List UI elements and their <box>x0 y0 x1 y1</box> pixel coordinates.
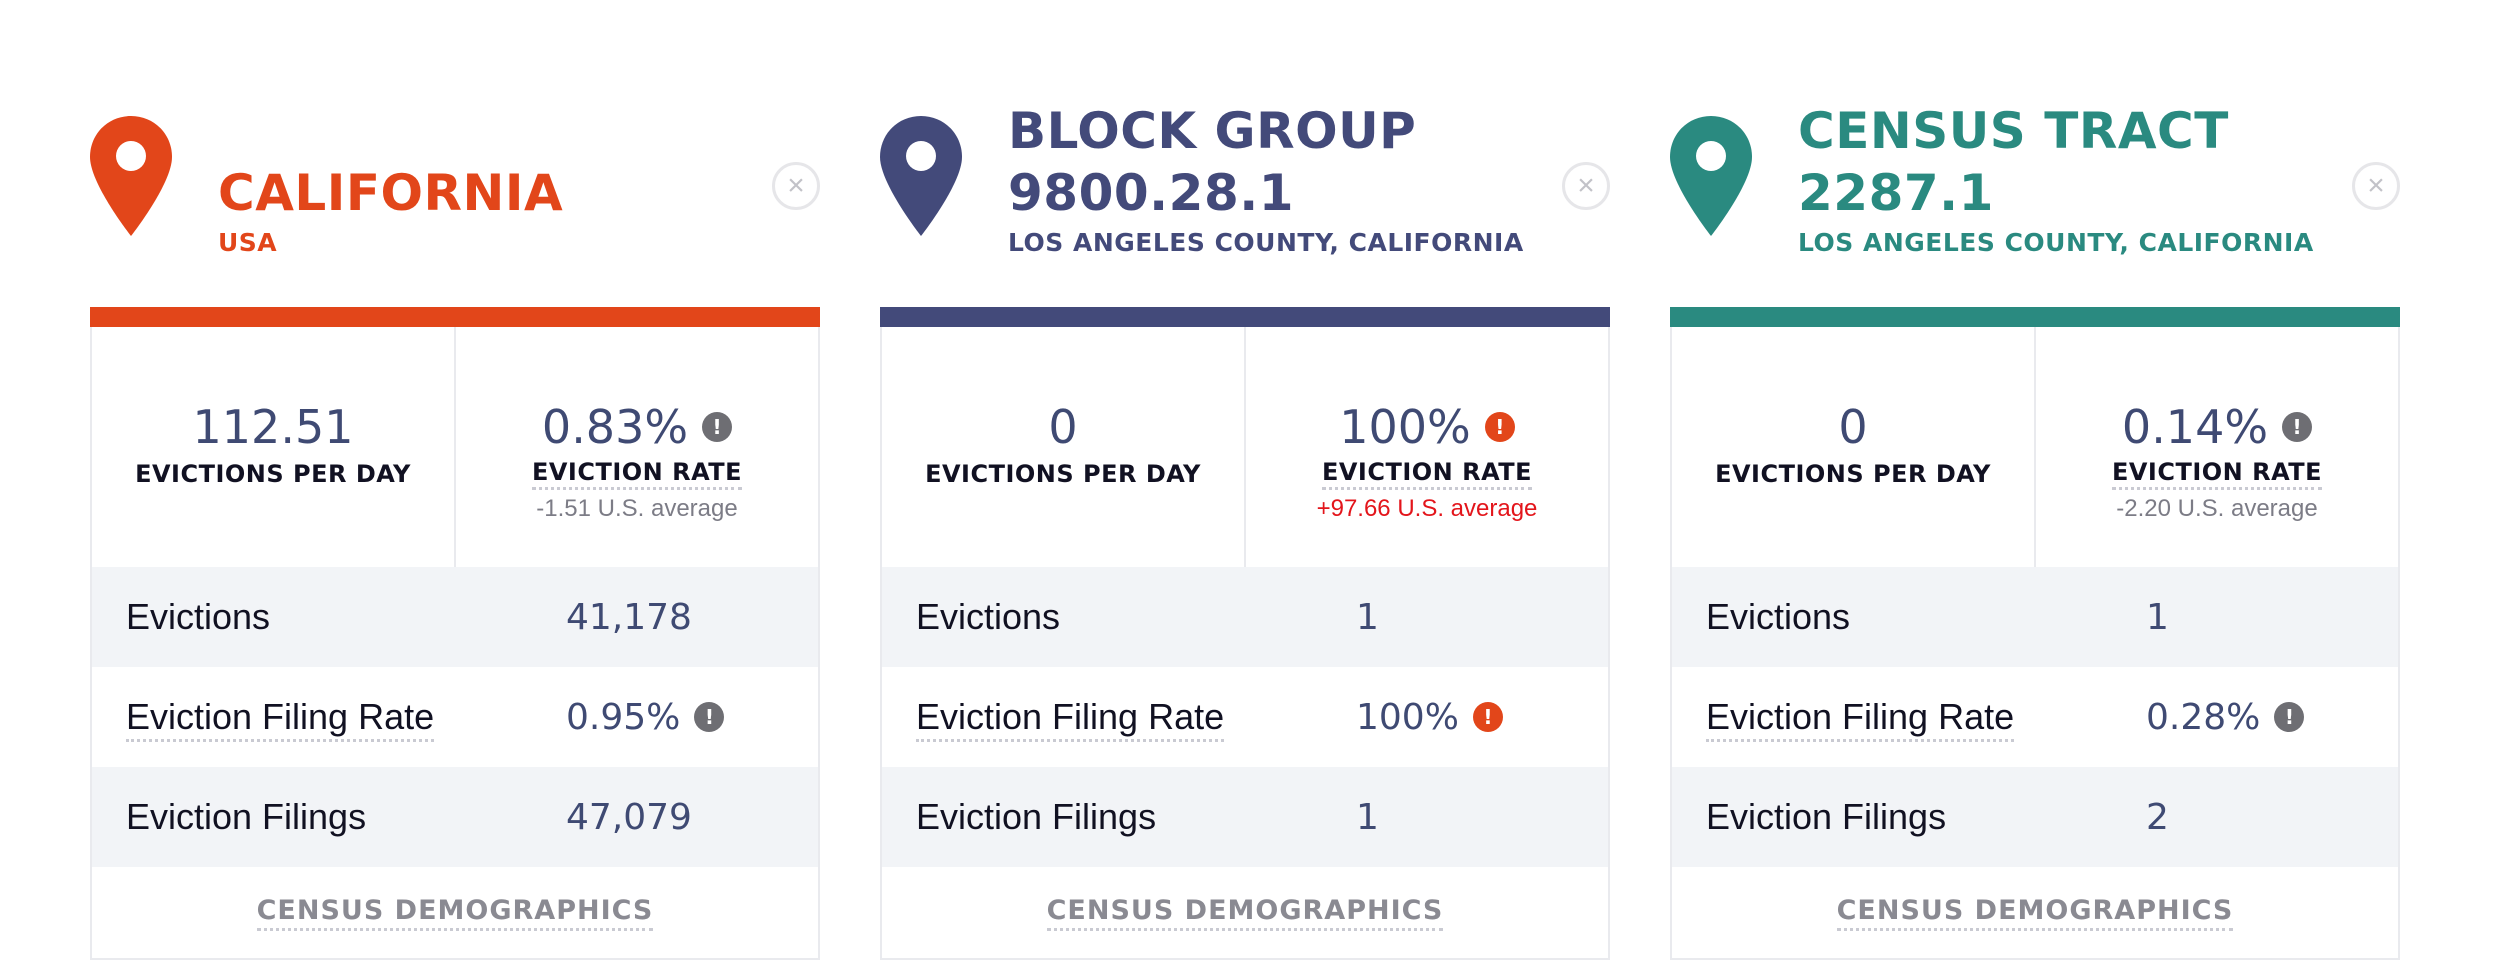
row-value: 0.95% ! <box>566 697 725 738</box>
card-title-line-1: CENSUS TRACT <box>1798 102 2229 160</box>
card-title-block: CENSUS TRACT 2287.1 LOS ANGELES COUNTY, … <box>1798 100 2320 260</box>
card-header: BLOCK GROUP 9800.28.1 LOS ANGELES COUNTY… <box>880 100 1610 310</box>
row-label[interactable]: Eviction Filing Rate <box>916 696 1356 742</box>
stat-value: 0.14% ! <box>2122 399 2313 455</box>
location-card-block-group: BLOCK GROUP 9800.28.1 LOS ANGELES COUNTY… <box>880 100 1610 960</box>
warning-alert-icon[interactable]: ! <box>1472 702 1503 732</box>
summary-stats: 0 EVICTIONS PER DAY 100% ! EVICTION RATE… <box>882 327 1608 567</box>
card-title: CALIFORNIA <box>218 164 564 222</box>
evictions-per-day-stat: 0 EVICTIONS PER DAY <box>882 327 1244 567</box>
card-title-line-2: 2287.1 <box>1798 164 1994 222</box>
census-demographics-link[interactable]: CENSUS DEMOGRAPHICS <box>1836 895 2234 931</box>
row-value: 47,079 <box>566 796 692 838</box>
stat-label[interactable]: EVICTION RATE <box>1321 457 1533 490</box>
detail-rows: Evictions 1 Eviction Filing Rate 0.28% !… <box>1672 567 2398 867</box>
accent-bar <box>880 307 1610 327</box>
eviction-rate-stat: 0.83% ! EVICTION RATE -1.51 U.S. average <box>454 327 818 567</box>
row-value: 2 <box>2146 796 2169 838</box>
table-row: Evictions 1 <box>882 567 1608 667</box>
stat-value: 0 <box>1838 400 1868 454</box>
row-label: Eviction Filings <box>126 796 367 837</box>
close-button[interactable]: × <box>1562 162 1610 210</box>
row-label: Evictions <box>1706 596 1851 637</box>
demographics-section: CENSUS DEMOGRAPHICS <box>1672 867 2398 958</box>
row-value: 41,178 <box>566 596 692 638</box>
eviction-rate-stat: 0.14% ! EVICTION RATE -2.20 U.S. average <box>2034 327 2398 567</box>
table-row: Eviction Filing Rate 0.28% ! <box>1672 667 2398 767</box>
stats-panel: 0 EVICTIONS PER DAY 0.14% ! EVICTION RAT… <box>1670 327 2400 960</box>
stats-panel: 112.51 EVICTIONS PER DAY 0.83% ! EVICTIO… <box>90 327 820 960</box>
row-label: Eviction Filings <box>916 796 1157 837</box>
stat-label[interactable]: EVICTION RATE <box>531 457 743 490</box>
card-subtitle: USA <box>218 228 278 257</box>
info-alert-icon[interactable]: ! <box>694 702 725 732</box>
stat-label[interactable]: EVICTION RATE <box>2111 457 2323 490</box>
map-pin-icon <box>90 116 172 236</box>
accent-bar <box>90 307 820 327</box>
card-title-line-2: 9800.28.1 <box>1008 164 1295 222</box>
row-label: Eviction Filings <box>1706 796 1947 837</box>
census-demographics-link[interactable]: CENSUS DEMOGRAPHICS <box>1046 895 1444 931</box>
table-row: Eviction Filing Rate 0.95% ! <box>92 667 818 767</box>
warning-alert-icon[interactable]: ! <box>1484 412 1515 442</box>
stat-value: 112.51 <box>192 400 354 454</box>
card-title-block: BLOCK GROUP 9800.28.1 LOS ANGELES COUNTY… <box>1008 100 1530 260</box>
card-title-line-1: BLOCK GROUP <box>1008 102 1417 160</box>
row-value: 0.28% ! <box>2146 697 2305 738</box>
close-button[interactable]: × <box>772 162 820 210</box>
table-row: Evictions 41,178 <box>92 567 818 667</box>
row-value: 1 <box>2146 596 2169 638</box>
row-value: 100% ! <box>1356 697 1503 738</box>
row-value: 1 <box>1356 796 1379 838</box>
stat-label: EVICTIONS PER DAY <box>135 460 411 488</box>
row-label[interactable]: Eviction Filing Rate <box>1706 696 2146 742</box>
summary-stats: 112.51 EVICTIONS PER DAY 0.83% ! EVICTIO… <box>92 327 818 567</box>
table-row: Eviction Filings 2 <box>1672 767 2398 867</box>
card-subtitle: LOS ANGELES COUNTY, CALIFORNIA <box>1008 228 1524 257</box>
stat-value: 0.83% ! <box>542 399 733 455</box>
evictions-per-day-stat: 112.51 EVICTIONS PER DAY <box>92 327 454 567</box>
card-subtitle: LOS ANGELES COUNTY, CALIFORNIA <box>1798 228 2314 257</box>
us-average-note: -2.20 U.S. average <box>2116 495 2318 522</box>
info-alert-icon[interactable]: ! <box>702 412 733 442</box>
row-value: 1 <box>1356 596 1379 638</box>
row-label: Evictions <box>126 596 271 637</box>
info-alert-icon[interactable]: ! <box>2282 412 2313 442</box>
close-icon: × <box>2367 169 2385 202</box>
table-row: Evictions 1 <box>1672 567 2398 667</box>
table-row: Eviction Filings 47,079 <box>92 767 818 867</box>
close-icon: × <box>787 169 805 202</box>
stat-value: 0 <box>1048 400 1078 454</box>
detail-rows: Evictions 41,178 Eviction Filing Rate 0.… <box>92 567 818 867</box>
map-pin-icon <box>880 116 962 236</box>
summary-stats: 0 EVICTIONS PER DAY 0.14% ! EVICTION RAT… <box>1672 327 2398 567</box>
demographics-section: CENSUS DEMOGRAPHICS <box>92 867 818 958</box>
info-alert-icon[interactable]: ! <box>2274 702 2305 732</box>
accent-bar <box>1670 307 2400 327</box>
card-header: CALIFORNIA USA × <box>90 100 820 310</box>
row-label: Evictions <box>916 596 1061 637</box>
card-title-block: CALIFORNIA USA <box>218 100 740 260</box>
location-card-california: CALIFORNIA USA × 112.51 EVICTIONS PER DA… <box>90 100 820 960</box>
stat-label: EVICTIONS PER DAY <box>925 460 1201 488</box>
evictions-per-day-stat: 0 EVICTIONS PER DAY <box>1672 327 2034 567</box>
census-demographics-link[interactable]: CENSUS DEMOGRAPHICS <box>256 895 654 931</box>
detail-rows: Evictions 1 Eviction Filing Rate 100% ! … <box>882 567 1608 867</box>
stats-panel: 0 EVICTIONS PER DAY 100% ! EVICTION RATE… <box>880 327 1610 960</box>
us-average-note: -1.51 U.S. average <box>536 495 738 522</box>
stat-value: 100% ! <box>1339 399 1515 455</box>
table-row: Eviction Filing Rate 100% ! <box>882 667 1608 767</box>
eviction-rate-stat: 100% ! EVICTION RATE +97.66 U.S. average <box>1244 327 1608 567</box>
map-pin-icon <box>1670 116 1752 236</box>
stat-label: EVICTIONS PER DAY <box>1715 460 1991 488</box>
location-cards: CALIFORNIA USA × 112.51 EVICTIONS PER DA… <box>90 100 2430 960</box>
row-label[interactable]: Eviction Filing Rate <box>126 696 566 742</box>
card-header: CENSUS TRACT 2287.1 LOS ANGELES COUNTY, … <box>1670 100 2400 310</box>
location-card-census-tract: CENSUS TRACT 2287.1 LOS ANGELES COUNTY, … <box>1670 100 2400 960</box>
close-icon: × <box>1577 169 1595 202</box>
us-average-note: +97.66 U.S. average <box>1316 495 1538 522</box>
table-row: Eviction Filings 1 <box>882 767 1608 867</box>
close-button[interactable]: × <box>2352 162 2400 210</box>
demographics-section: CENSUS DEMOGRAPHICS <box>882 867 1608 958</box>
